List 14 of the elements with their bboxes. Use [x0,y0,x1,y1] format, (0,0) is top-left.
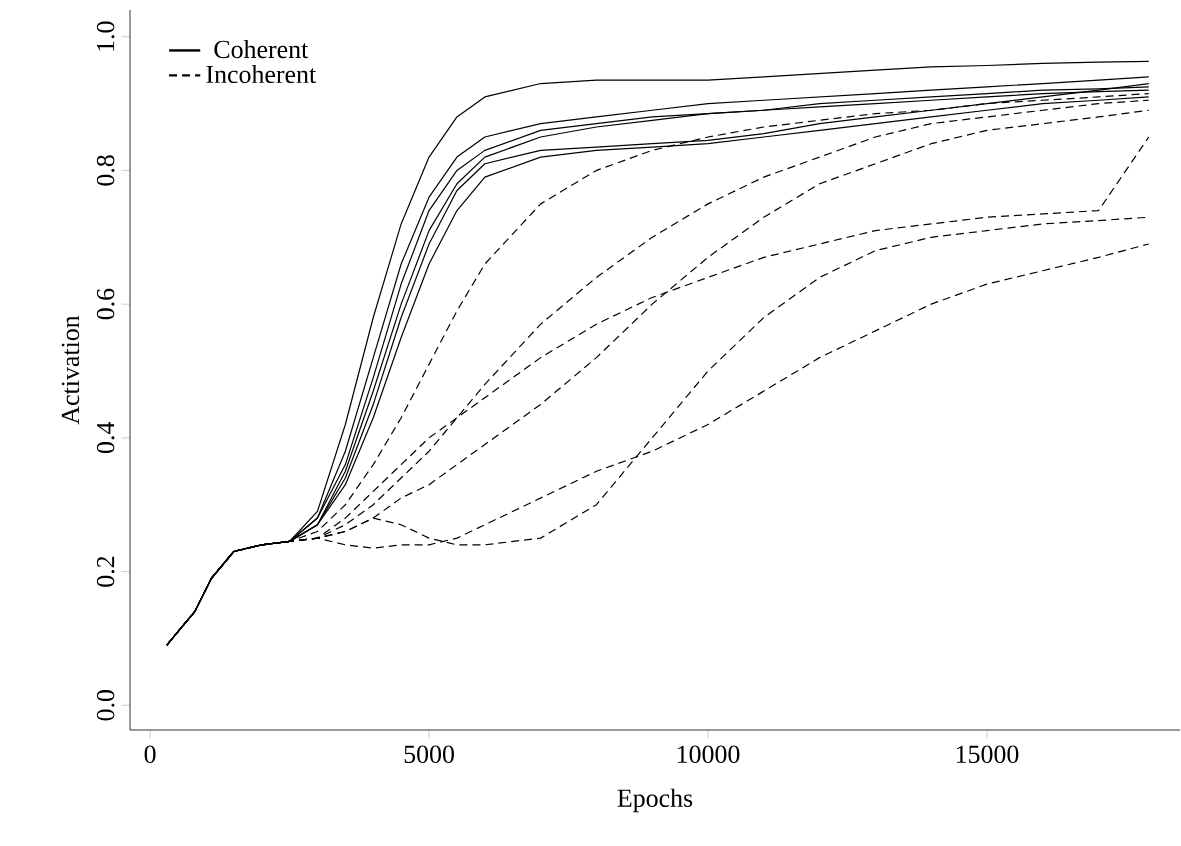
y-tick-label: 0.0 [96,690,115,721]
x-tick-label: 10000 [677,745,740,764]
y-tick-label: 0.8 [96,155,115,186]
y-tick-label: 0.2 [96,556,115,587]
x-tick-label: 15000 [956,745,1019,764]
legend-label: Coherent [214,39,309,59]
y-tick-label: 0.6 [96,288,115,320]
x-tick-label: 0 [144,745,156,764]
y-axis-title: Activation [61,315,80,425]
x-axis-title: Epochs [617,788,693,813]
legend-label: Incoherent [206,64,317,84]
y-tick-label: 0.4 [96,422,115,454]
y-tick-label: 1.0 [96,21,115,51]
x-tick-label: 5000 [404,745,454,764]
